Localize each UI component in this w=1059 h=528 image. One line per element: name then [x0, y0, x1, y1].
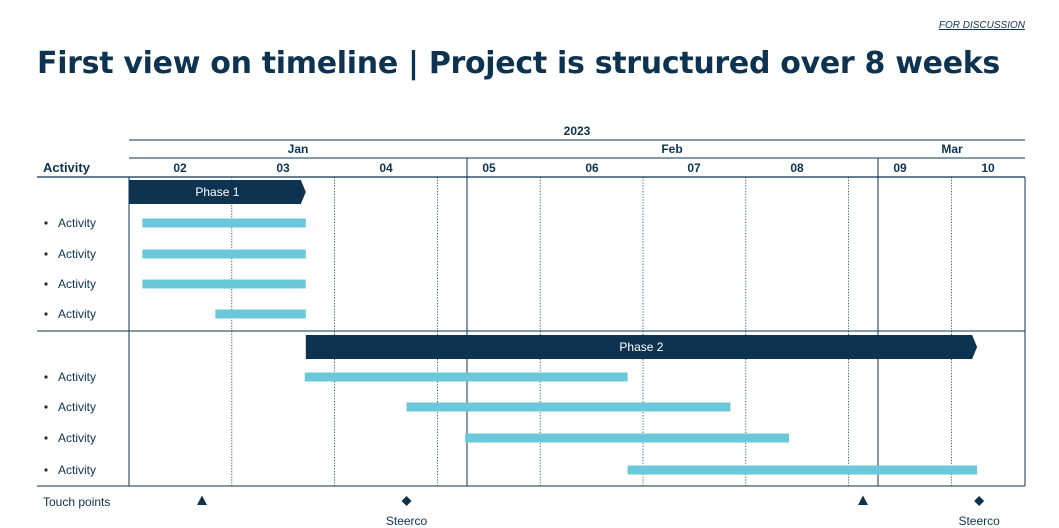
phase-bar-2 [305, 335, 978, 359]
activity-label: Activity [58, 463, 96, 477]
activity-label: Activity [58, 400, 96, 414]
activity-bar [406, 402, 731, 412]
activity-bar [142, 218, 306, 228]
week-label-09: 09 [893, 161, 907, 175]
touch-point-label: Steerco [386, 514, 428, 528]
activity-bar [465, 433, 789, 443]
bullet-icon [44, 468, 48, 472]
milestone-triangle-icon [196, 495, 207, 505]
activity-label: Activity [58, 370, 96, 384]
week-label-03: 03 [276, 161, 290, 175]
month-label-feb: Feb [661, 142, 682, 156]
touch-point-label: Steerco [958, 514, 1000, 528]
activity-bar [627, 465, 978, 475]
week-label-08: 08 [790, 161, 804, 175]
month-label-jan: Jan [288, 142, 309, 156]
milestone-triangle-icon [857, 495, 868, 505]
week-label-10: 10 [981, 161, 995, 175]
bullet-icon [44, 252, 48, 256]
phase-label-2: Phase 2 [619, 340, 663, 354]
bullet-icon [44, 221, 48, 225]
activity-column-header: Activity [43, 160, 91, 175]
bullet-icon [44, 436, 48, 440]
phase-bar-1 [129, 180, 306, 204]
week-label-04: 04 [379, 161, 393, 175]
activity-bar [304, 372, 628, 382]
activity-label: Activity [58, 431, 96, 445]
activity-bar [142, 279, 306, 289]
week-label-05: 05 [482, 161, 496, 175]
phase-label-1: Phase 1 [195, 185, 239, 199]
week-label-06: 06 [585, 161, 599, 175]
week-label-02: 02 [173, 161, 187, 175]
steerco-diamond-icon [401, 496, 412, 506]
steerco-diamond-icon [974, 496, 985, 506]
for-discussion-tag: FOR DISCUSSION [938, 20, 1025, 31]
activity-label: Activity [58, 247, 96, 261]
bullet-icon [44, 282, 48, 286]
bullet-icon [44, 312, 48, 316]
page-title: First view on timeline | Project is stru… [37, 46, 1000, 81]
activity-bar [142, 249, 306, 259]
activity-bar [215, 309, 306, 319]
week-label-07: 07 [687, 161, 701, 175]
activity-label: Activity [58, 307, 96, 321]
activity-label: Activity [58, 277, 96, 291]
bullet-icon [44, 375, 48, 379]
touch-points-label: Touch points [43, 495, 110, 509]
year-label: 2023 [564, 124, 591, 138]
bullet-icon [44, 405, 48, 409]
month-label-mar: Mar [941, 142, 963, 156]
activity-label: Activity [58, 216, 96, 230]
